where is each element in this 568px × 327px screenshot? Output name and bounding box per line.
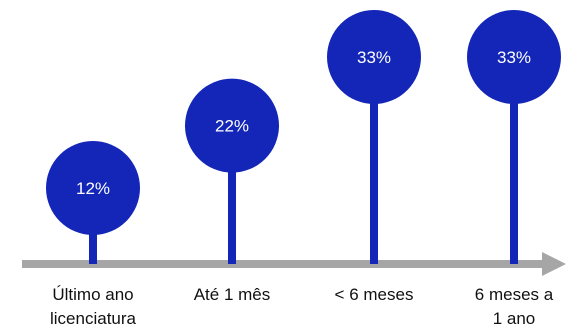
category-label: 6 meses a 1 ano — [475, 285, 554, 327]
lollipop-stem — [510, 57, 518, 264]
category-label-line: 6 meses a — [475, 285, 554, 304]
lollipop-stem — [370, 57, 378, 264]
lollipop-marker — [327, 10, 421, 104]
category-label-line: Último ano — [52, 285, 133, 304]
lollipop-marker — [46, 141, 140, 235]
axis-arrowhead — [542, 252, 566, 276]
category-label-line: Até 1 mês — [194, 285, 271, 304]
value-label-layer: 12% 22% 33% 33% — [76, 48, 531, 198]
category-label: Último ano licenciatura — [50, 285, 137, 327]
lollipop-marker — [185, 78, 279, 173]
lollipop-stem — [228, 125, 236, 264]
data-label: 12% — [76, 179, 110, 198]
stem-layer — [89, 57, 518, 264]
category-label-layer: Último ano licenciatura Até 1 mês < 6 meses… — [50, 285, 554, 327]
axis-layer — [22, 252, 566, 276]
lollipop-marker — [467, 10, 561, 104]
category-label-line: licenciatura — [50, 309, 137, 327]
data-label: 33% — [497, 48, 531, 67]
category-label: < 6 meses — [335, 285, 414, 304]
marker-layer — [46, 10, 561, 235]
category-label-line: 1 ano — [493, 309, 536, 327]
category-label: Até 1 mês — [194, 285, 271, 304]
data-label: 22% — [215, 117, 249, 136]
category-label-line: < 6 meses — [335, 285, 414, 304]
data-label: 33% — [357, 48, 391, 67]
